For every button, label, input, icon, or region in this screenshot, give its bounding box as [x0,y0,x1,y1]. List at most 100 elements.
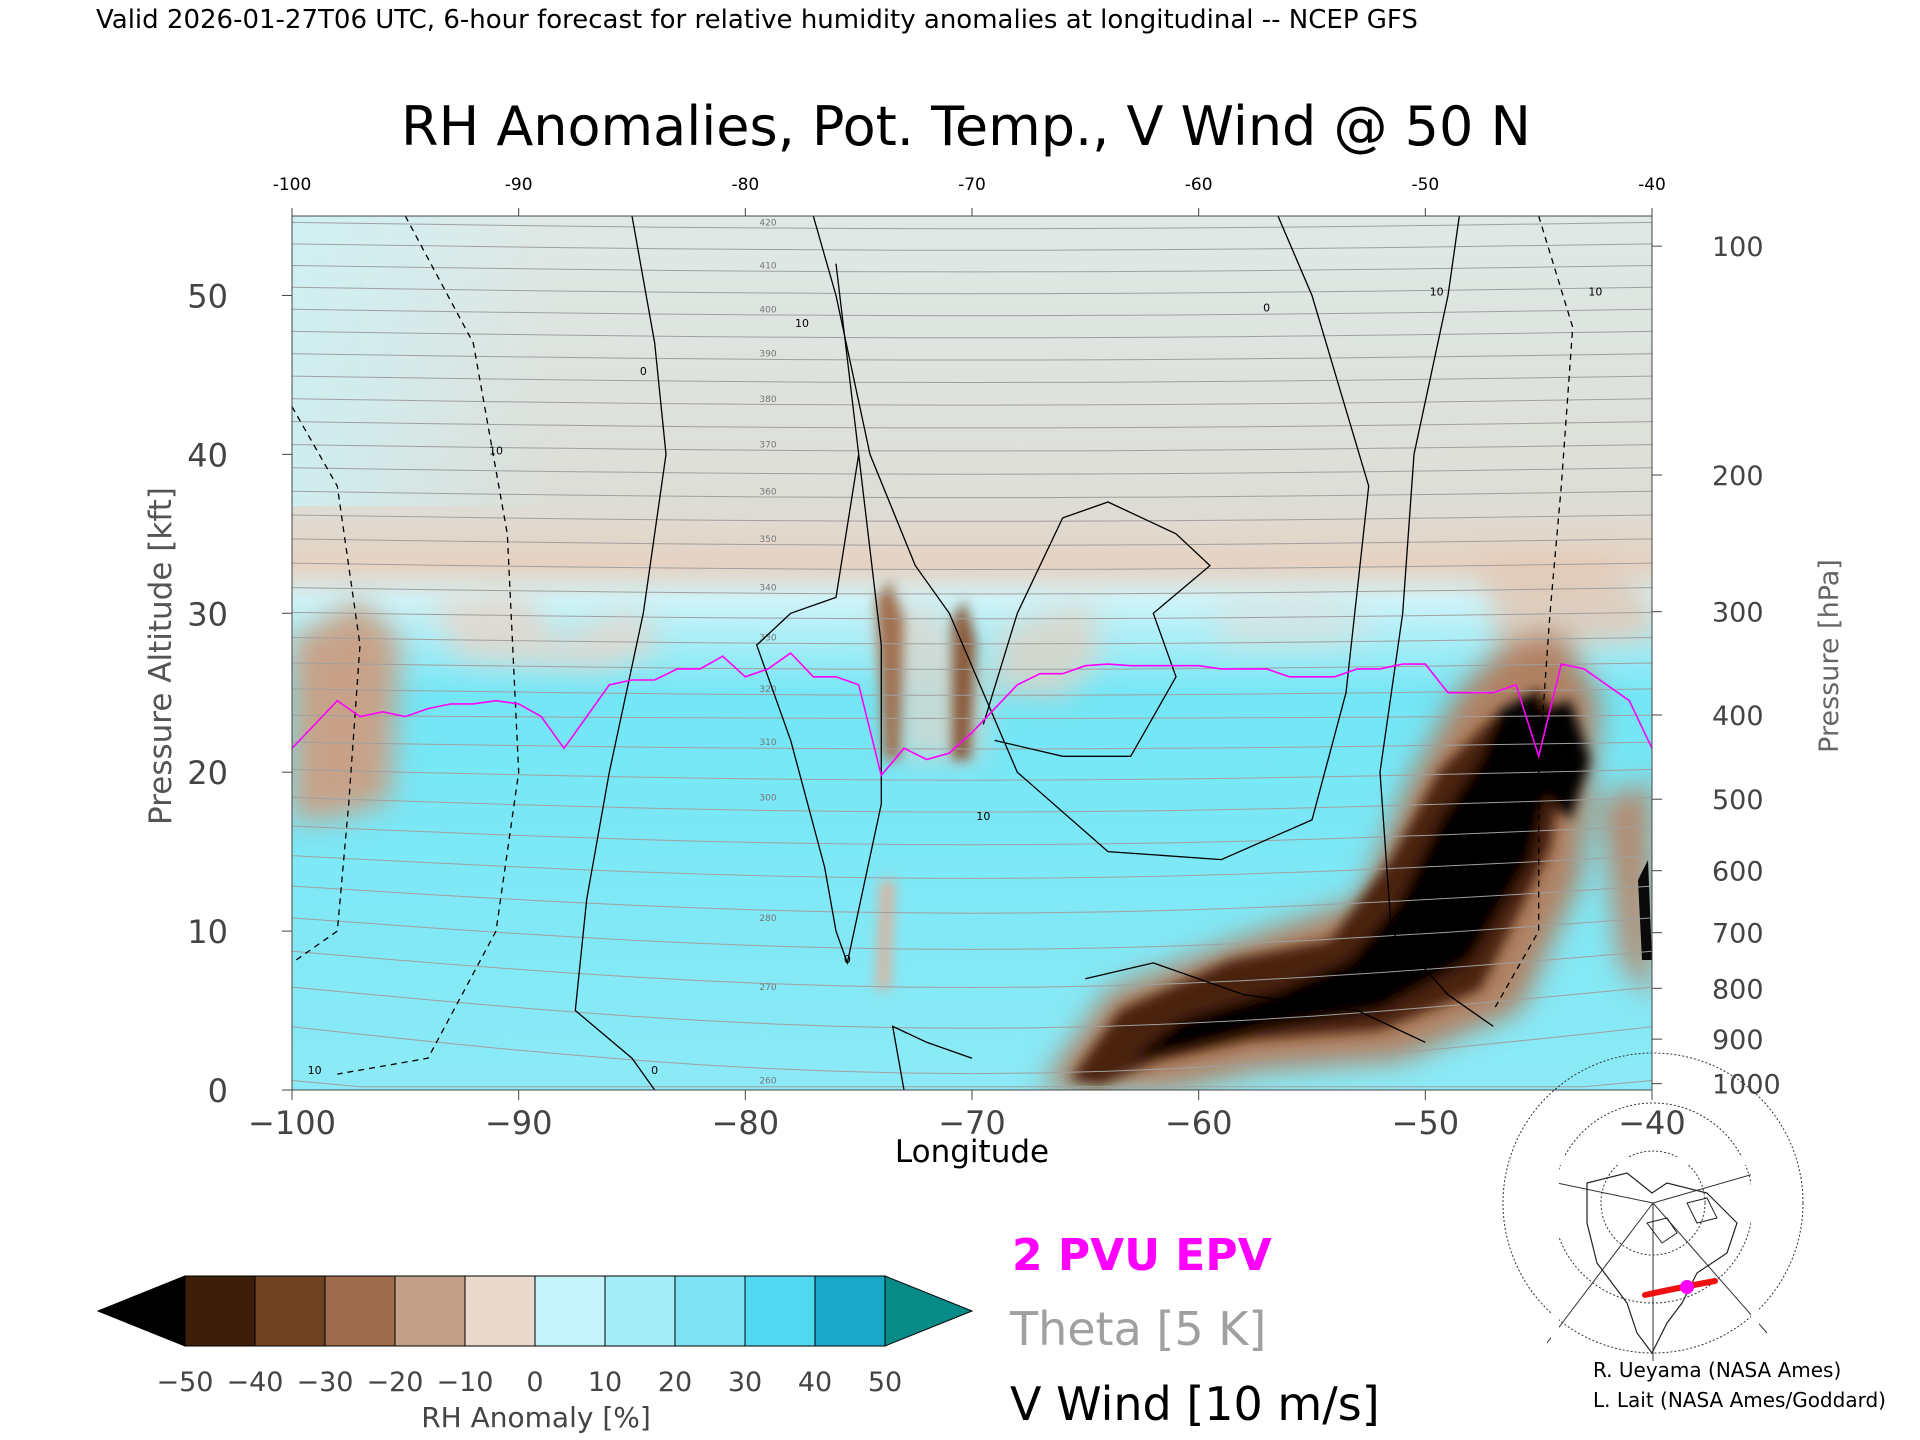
y-axis-label: Pressure Altitude [kft] [143,487,179,825]
theta-line [292,714,1652,719]
header-text: Valid 2026-01-27T06 UTC, 6-hour forecast… [96,5,1418,35]
theta-line [292,796,1652,813]
theta-label: 400 [759,305,776,315]
pressure-tick-label: 800 [1712,974,1764,1005]
theta-line [292,330,1652,339]
rh-anomaly-field: 260 270 280 300 310 320 330 340 350 360 370 380 390 4… [292,216,1652,1090]
vwind-contour [574,216,667,1090]
x-top-tick-label: -40 [1638,175,1666,195]
vwind-contour-label: 10 [1430,285,1444,298]
y-tick-label: 50 [187,277,228,315]
theta-line [292,662,1652,670]
colorbar-segment [464,1275,536,1347]
theta-line [292,611,1652,620]
x-tick-label: −60 [1165,1104,1233,1142]
colorbar-tick-label: 40 [798,1367,832,1398]
vwind-contour-label: 0 [844,953,851,966]
colorbar-label: RH Anomaly [%] [421,1401,651,1434]
theta-label: 280 [759,914,776,924]
theta-line [292,490,1652,499]
pressure-tick-label: 500 [1712,785,1764,816]
epv-2pvu-line [292,651,1652,778]
y-tick-label: 20 [187,754,228,792]
colorbar-tick-label: −20 [367,1367,424,1398]
theta-line [292,421,1652,429]
colorbar-tick-label: 20 [658,1367,692,1398]
theta-label: 340 [759,584,776,594]
pressure-tick-label: 700 [1712,919,1764,950]
legend-epv: 2 PVU EPV [1012,1230,1272,1281]
theta-line [292,637,1652,645]
vwind-contour [1085,962,1426,1043]
theta-line [292,768,1652,781]
theta-label: 420 [759,218,776,228]
colorbar-tick-label: −30 [297,1367,354,1398]
chart-title: RH Anomalies, Pot. Temp., V Wind @ 50 N [401,95,1531,158]
theta-line [292,243,1652,251]
colorbar-high-arrow [884,1275,974,1347]
theta-label: 410 [759,262,776,272]
theta-line [292,885,1652,914]
theta-line [292,917,1652,950]
legend-vwind: V Wind [10 m/s] [1010,1377,1380,1431]
colorbar-segment [324,1275,396,1347]
theta-label: 320 [759,685,776,695]
colorbar-segment [604,1275,676,1347]
pressure-tick-label: 300 [1712,598,1764,629]
x-tick-label: −50 [1392,1104,1460,1142]
y-tick-label: 40 [187,436,228,474]
vwind-contour-label: 10 [489,444,503,457]
theta-label: 380 [759,395,776,405]
theta-line [292,538,1652,546]
theta-label: 300 [759,793,776,803]
theta-line [292,825,1652,846]
x-top-tick-label: -60 [1185,175,1213,195]
theta-line [292,375,1652,384]
theta-label: 360 [759,487,776,497]
colorbar-segment [184,1275,256,1347]
x-top-tick-label: -90 [505,175,533,195]
vwind-contour-label: 0 [651,1064,658,1077]
y2-axis-label: Pressure [hPa] [1814,559,1845,753]
vwind-contour-label: 0 [640,365,647,378]
x-tick-label: −70 [938,1104,1006,1142]
colorbar-tick-label: 30 [728,1367,762,1398]
axes: −100 −90 −80 −70 −60 −50 −40 -100 -90 -80 -70 -60 -5… [187,175,1780,1142]
vwind-contour [1379,216,1494,1027]
colorbar-tick-label: 50 [868,1367,902,1398]
theta-line [292,308,1652,317]
y-tick-label: 0 [208,1072,228,1110]
vwind-contour-label: 10 [795,317,809,330]
pressure-tick-label: 900 [1712,1025,1764,1056]
theta-line [292,221,1652,230]
theta-line [292,265,1652,273]
y-tick-label: 10 [187,913,228,951]
theta-line [292,741,1652,750]
vwind-contour [982,501,1211,757]
theta-line [292,587,1652,595]
colorbar-segment [534,1275,606,1347]
x-top-tick-label: -80 [731,175,759,195]
x-top-tick-label: -100 [273,175,312,195]
theta-label: 270 [759,983,776,993]
x-tick-label: −80 [712,1104,780,1142]
theta-label: 260 [759,1076,776,1086]
vwind-contours: 10 0 10 0 10 10 0 0 10 10 [292,216,1602,1090]
pressure-tick-label: 600 [1712,857,1764,888]
vwind-contour-label: 10 [1588,285,1602,298]
theta-line [292,444,1652,452]
colorbar-segment [394,1275,466,1347]
locator-map [1502,1052,1804,1369]
vwind-contour [292,406,361,964]
pressure-tick-label: 100 [1712,232,1764,263]
x-top-tick-label: -50 [1411,175,1439,195]
vwind-contour-label: 10 [308,1064,322,1077]
theta-line [292,1080,1652,1088]
vwind-contour [755,263,882,966]
x-tick-label: −90 [485,1104,553,1142]
legend-theta: Theta [5 K] [1009,1302,1266,1356]
colorbar-tick-label: 0 [526,1367,543,1398]
theta-label: 310 [759,738,776,748]
theta-line [292,467,1652,475]
